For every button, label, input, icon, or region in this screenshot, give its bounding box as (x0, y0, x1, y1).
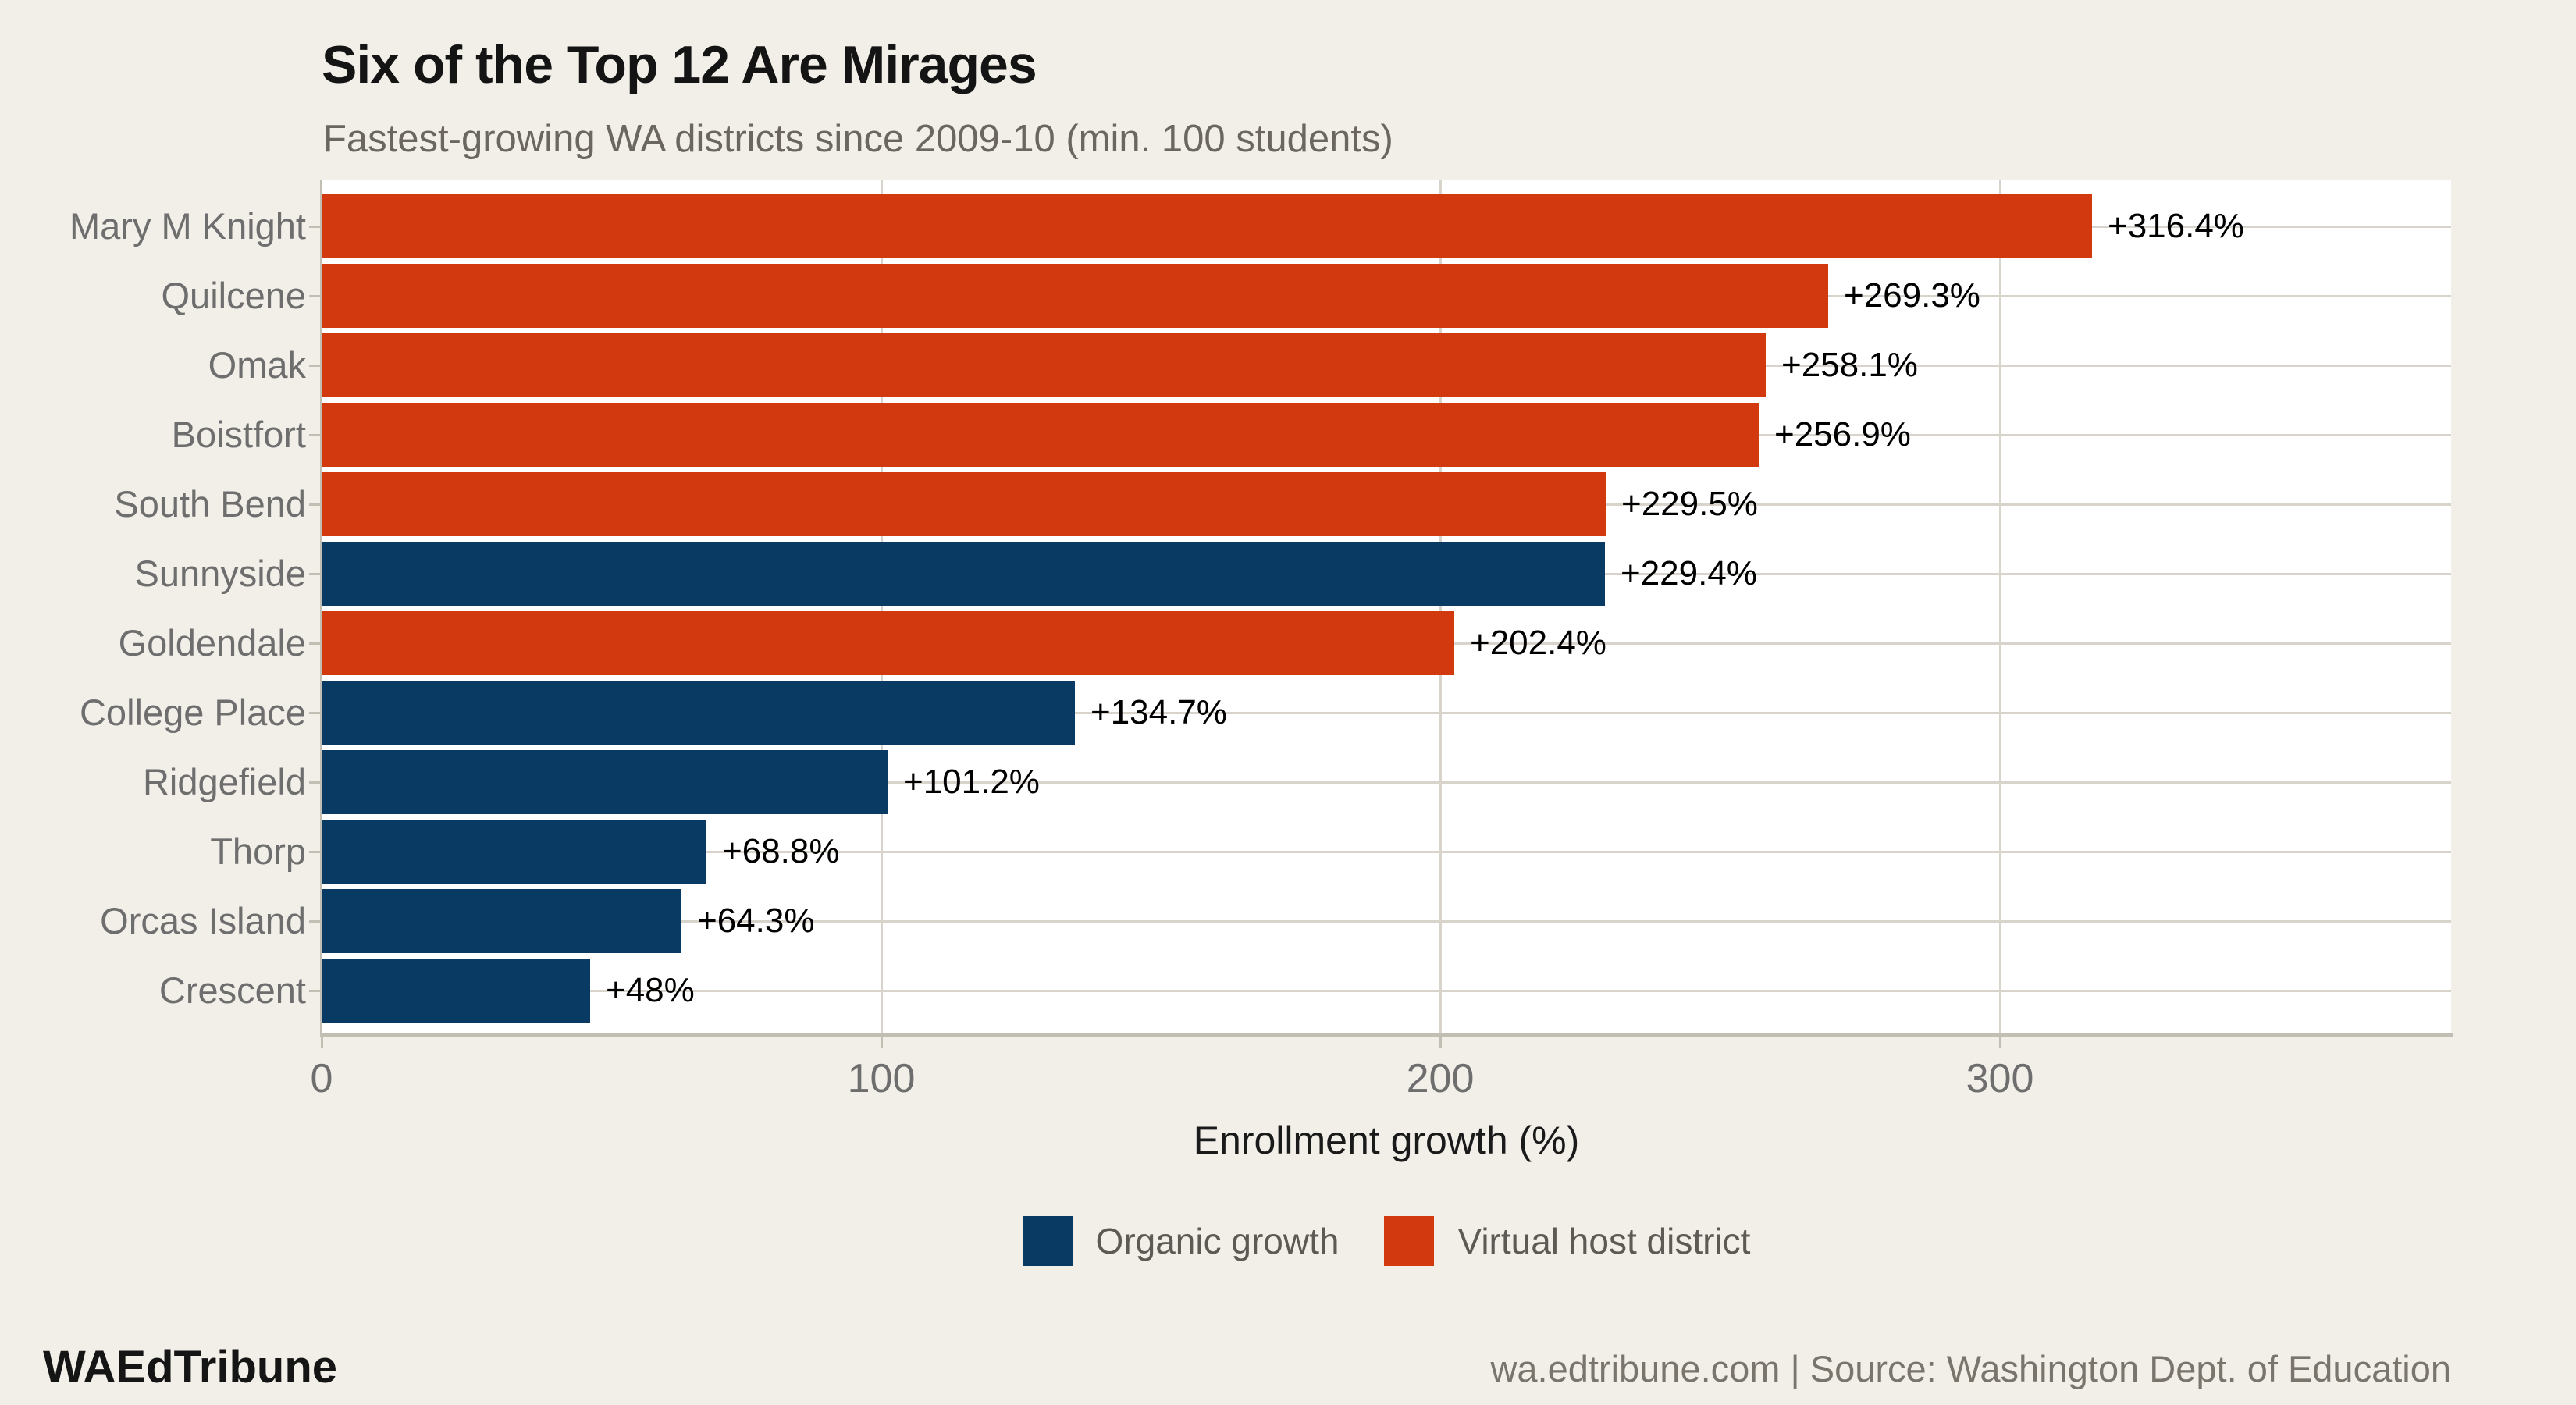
x-tick-mark (881, 1037, 883, 1048)
category-label: Omak (208, 344, 306, 386)
category-label: Ridgefield (142, 761, 306, 802)
bar-value-label: +269.3% (1844, 276, 1980, 315)
y-tick-mark (309, 920, 322, 923)
y-tick-mark (309, 365, 322, 367)
x-axis-title: Enrollment growth (%) (1193, 1119, 1580, 1162)
y-tick-mark (309, 503, 322, 506)
brand-logo-text: WAEdTribune (43, 1342, 337, 1393)
bar (322, 681, 1075, 745)
category-label: Thorp (210, 831, 306, 872)
y-tick-mark (309, 712, 322, 714)
gridline-vertical (1439, 180, 1442, 1033)
bar-value-label: +48% (606, 971, 695, 1009)
y-tick-mark (309, 851, 322, 853)
bar (322, 403, 1759, 467)
y-tick-mark (309, 642, 322, 645)
gridline-vertical (881, 180, 883, 1033)
bar (322, 750, 888, 814)
legend: Organic growth Virtual host district (322, 1216, 2451, 1266)
plot-area: +316.4% +269.3% +258.1% +256.9% +229.5% +229.… (322, 180, 2451, 1033)
organic-growth-swatch (1022, 1216, 1073, 1266)
bar-value-label: +316.4% (2108, 207, 2244, 245)
bar (322, 959, 590, 1023)
x-tick-mark (321, 1037, 323, 1048)
bar-value-label: +229.4% (1621, 554, 1757, 592)
y-tick-mark (309, 295, 322, 297)
x-tick-label: 100 (847, 1056, 916, 1101)
bar-value-label: +101.2% (903, 763, 1040, 801)
legend-item-organic: Organic growth (1022, 1216, 1340, 1266)
category-label: Orcas Island (100, 900, 306, 941)
gridline-horizontal (322, 990, 2451, 992)
x-tick-mark (1999, 1037, 2001, 1048)
category-label: Crescent (158, 969, 306, 1011)
legend-label: Organic growth (1095, 1221, 1340, 1261)
x-tick-label: 200 (1406, 1056, 1475, 1101)
bar (322, 889, 681, 953)
x-tick-mark (1439, 1037, 1442, 1048)
category-label: Quilcene (161, 275, 307, 316)
bar (322, 333, 1766, 397)
x-axis-line (320, 1033, 2453, 1037)
bar-value-label: +134.7% (1091, 693, 1227, 731)
gridline-horizontal (322, 712, 2451, 714)
category-label: Sunnyside (134, 553, 307, 594)
y-tick-mark (309, 434, 322, 436)
bar (322, 542, 1605, 606)
legend-item-virtual: Virtual host district (1384, 1216, 1750, 1266)
bar-value-label: +229.5% (1621, 485, 1758, 523)
chart-title: Six of the Top 12 Are Mirages (322, 35, 1037, 94)
bar (322, 472, 1606, 536)
gridline-horizontal (322, 851, 2451, 853)
bar (322, 820, 706, 884)
legend-label: Virtual host district (1457, 1221, 1751, 1261)
x-tick-label: 300 (1966, 1056, 2034, 1101)
bar (322, 264, 1828, 328)
gridline-horizontal (322, 920, 2451, 923)
virtual-host-swatch (1384, 1216, 1435, 1266)
bar-value-label: +64.3% (697, 902, 815, 940)
gridline-horizontal (322, 781, 2451, 784)
bar-value-label: +256.9% (1774, 415, 1911, 454)
category-label: Goldendale (118, 622, 306, 663)
x-tick-label: 0 (310, 1056, 333, 1101)
bar-value-label: +258.1% (1781, 346, 1918, 384)
category-label: Mary M Knight (69, 205, 306, 247)
category-label: College Place (79, 692, 306, 733)
bar-value-label: +202.4% (1470, 624, 1606, 662)
gridline-vertical (1999, 180, 2001, 1033)
bar (322, 194, 2092, 258)
y-tick-mark (309, 990, 322, 992)
bar (322, 611, 1454, 675)
y-tick-mark (309, 573, 322, 575)
bar-value-label: +68.8% (722, 832, 840, 870)
y-tick-mark (309, 781, 322, 784)
y-axis-line (320, 180, 322, 1036)
chart-subtitle: Fastest-growing WA districts since 2009-… (323, 118, 1393, 160)
category-label: Boistfort (171, 414, 306, 455)
category-label: South Bend (114, 483, 306, 525)
y-tick-mark (309, 226, 322, 228)
source-attribution: wa.edtribune.com | Source: Washington De… (1490, 1348, 2451, 1389)
